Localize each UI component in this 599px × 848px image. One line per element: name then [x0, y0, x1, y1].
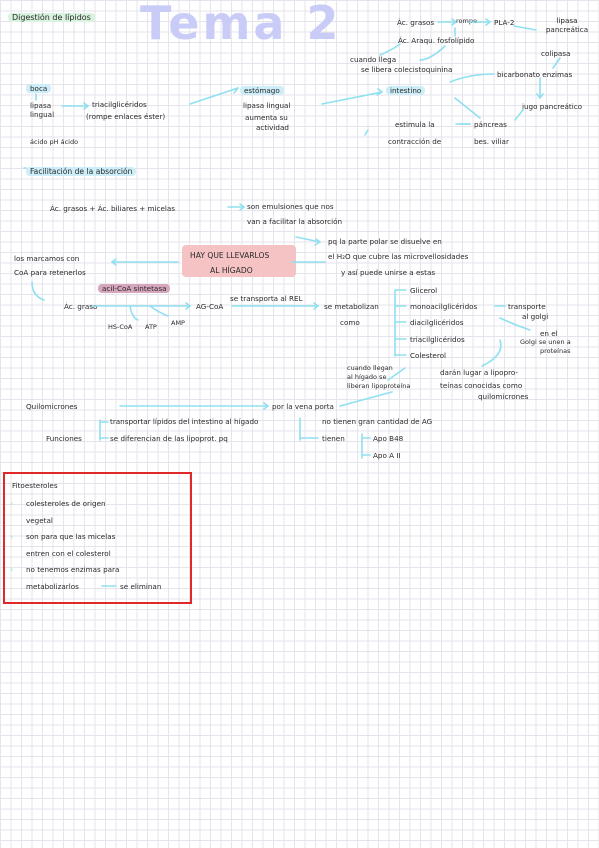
fito-b2-l2: entren con el colesterol: [26, 549, 111, 558]
fito-b2-l1: son para que las micelas: [26, 532, 116, 541]
marcamos-1: los marcamos con: [14, 254, 80, 263]
ag-coa: AG-CoA: [196, 302, 224, 311]
pq-line-3: y así puede unirse a estas: [341, 268, 436, 277]
bicarbonato-enzimas: bicarbonato enzimas: [497, 70, 573, 79]
boca: boca: [26, 84, 52, 93]
absorption-heading: Facilitación de la absorción: [26, 167, 137, 176]
se-libera: se libera colecistoquinina: [361, 65, 453, 74]
en-el: en el: [540, 329, 558, 338]
page-title: Tema 2: [140, 0, 342, 50]
no-tienen: no tienen gran cantidad de AG: [322, 417, 433, 426]
tienen: tienen: [322, 434, 345, 443]
proteinas: proteínas: [540, 347, 571, 355]
teinas: teínas conocidas como: [440, 381, 523, 390]
funcion-1: transportar lípidos del intestino al híg…: [110, 417, 259, 426]
fito-b3-l2: metabolizarlos: [26, 582, 79, 591]
hay-que-llevarlos: HAY QUE LLEVARLOS: [190, 251, 270, 260]
atp: ATP: [145, 323, 157, 331]
marcamos-2: CoA para retenerlos: [14, 268, 86, 277]
estomago: estómago: [240, 86, 284, 95]
jugo-pancreatico: jugo pancreático: [522, 102, 583, 111]
fito-b3-l1: no tenemos enzimas para: [26, 565, 120, 574]
absorption-equation: Ác. grasos + Ác. biliares + micelas: [50, 204, 176, 213]
colesterol: Colesterol: [410, 351, 447, 360]
funcion-2: se diferencian de las lipoprot. pq: [110, 434, 228, 443]
acil-coa-sintetasa: acil-CoA sintetasa: [98, 284, 171, 293]
acido-ph: ácido pH ácido: [30, 138, 79, 146]
bullet-icon: ›: [10, 532, 14, 541]
liberan-lipoproteina: liberan lipoproteína: [347, 382, 411, 390]
rompe-enlaces: (rompe enlaces éster): [86, 112, 166, 121]
daran-lugar: darán lugar a lipopro-: [440, 368, 519, 377]
triacilgliceridos: triacilglicéridos: [92, 100, 147, 109]
bes-viliar: bes. viliar: [474, 137, 509, 146]
lipasa-lingual: lipasa lingual: [30, 101, 55, 119]
transporte: transporte: [508, 302, 546, 311]
por-la-vena-porta: por la vena porta: [272, 402, 334, 411]
triacilgliceridos-2: triacilglicéridos: [410, 335, 465, 344]
diacilgliceridos: diacilglicéridos: [410, 318, 464, 327]
lipasa-lingual-2: lipasa lingual: [243, 101, 291, 110]
fitoesteroles-box: [3, 472, 192, 604]
quilomicrones-word: quilomicrones: [478, 392, 529, 401]
rompe-label: rompe: [456, 17, 477, 25]
colipasa: colipasa: [541, 49, 571, 58]
estimula-la: estimula la: [395, 120, 435, 129]
ac-graso: Ác. graso: [64, 302, 98, 311]
al-higado: AL HÍGADO: [210, 266, 253, 275]
hs-coa: HS-CoA: [108, 323, 133, 331]
liver-callout-bg: [182, 245, 296, 277]
topic-heading: Digestión de lípidos: [8, 13, 95, 22]
pq-line-1: pq la parte polar se disuelve en: [328, 237, 442, 246]
como: como: [340, 318, 360, 327]
golgi-se-unen: Golgi se unen a: [520, 338, 571, 346]
se-transporta: se transporta al REL: [230, 294, 303, 303]
al-golgi: al golgi: [522, 312, 549, 321]
al-higado-se: al hígado se: [347, 373, 387, 381]
quilomicrones-heading: Quilomicrones: [26, 402, 78, 411]
monoacilgliceridos: monoacilglicéridos: [410, 302, 478, 311]
ac-araquidonico: Ác. Araqu. fosfolípido: [398, 36, 475, 45]
ac-grasos: Ác. grasos: [397, 18, 435, 27]
bullet-icon: ›: [10, 499, 14, 508]
apo-aii: Apo A II: [373, 451, 401, 460]
fito-b1-l1: colesteroles de origen: [26, 499, 106, 508]
glicerol: Glicerol: [410, 286, 438, 295]
aumenta-su: aumenta su: [245, 113, 288, 122]
actividad: actividad: [256, 123, 289, 132]
emulsiones-1: son emulsiones que nos: [247, 202, 334, 211]
bullet-icon: ›: [10, 565, 14, 574]
pla2-label: PLA-2: [494, 18, 515, 27]
pq-line-2: el H₂O que cubre las microvellosidades: [328, 252, 469, 261]
intestino: intestino: [386, 86, 426, 95]
apo-b48: Apo B48: [373, 434, 404, 443]
se-metabolizan: se metabolizan: [324, 302, 379, 311]
fito-b1-l2: vegetal: [26, 516, 53, 525]
contraccion-de: contracción de: [388, 137, 442, 146]
emulsiones-2: van a facilitar la absorción: [247, 217, 343, 226]
amp: AMP: [171, 319, 185, 327]
fito-b3-l2b: se eliminan: [120, 582, 162, 591]
funciones: Funciones: [46, 434, 82, 443]
cuando-llega: cuando llega: [350, 55, 397, 64]
fitoesteroles-heading: Fitoesteroles: [12, 481, 58, 490]
pancreas: páncreas: [474, 120, 507, 129]
cuando-llegan: cuando llegan: [347, 364, 393, 372]
lipasa-pancreatica: lipasa pancreática: [545, 16, 589, 34]
